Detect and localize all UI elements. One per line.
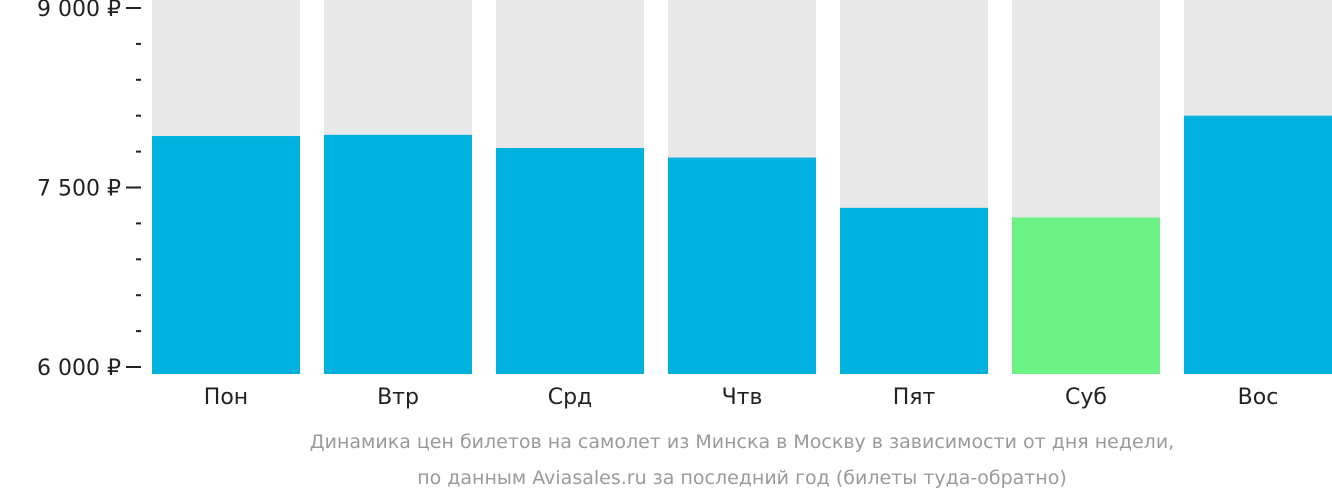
y-tick-label: 9 000 ₽ [37, 0, 121, 22]
chart-caption-line-1: Динамика цен билетов на самолет из Минск… [309, 431, 1175, 453]
x-tick-label: Втр [377, 385, 419, 410]
price-by-weekday-chart: Пон Втр Срд Чтв Пят Суб Вос 9 000 ₽ 7 500 ₽ 6 000… [37, 0, 1332, 410]
bar [324, 134, 472, 374]
bar [1012, 217, 1160, 374]
bar [1184, 115, 1332, 374]
chart-caption-line-2: по данным Aviasales.ru за последний год … [417, 467, 1067, 489]
bar [840, 207, 988, 374]
x-tick-label: Вос [1238, 385, 1279, 410]
bar [668, 157, 816, 374]
x-tick-label: Пон [204, 385, 248, 410]
y-tick-label: 7 500 ₽ [37, 177, 121, 202]
x-tick-label: Срд [548, 385, 593, 410]
x-tick-label: Пят [893, 385, 936, 410]
bar [152, 136, 300, 374]
y-tick-label: 6 000 ₽ [37, 356, 121, 381]
x-tick-label: Чтв [722, 385, 763, 410]
x-tick-label: Суб [1065, 385, 1107, 410]
bar [496, 148, 644, 374]
